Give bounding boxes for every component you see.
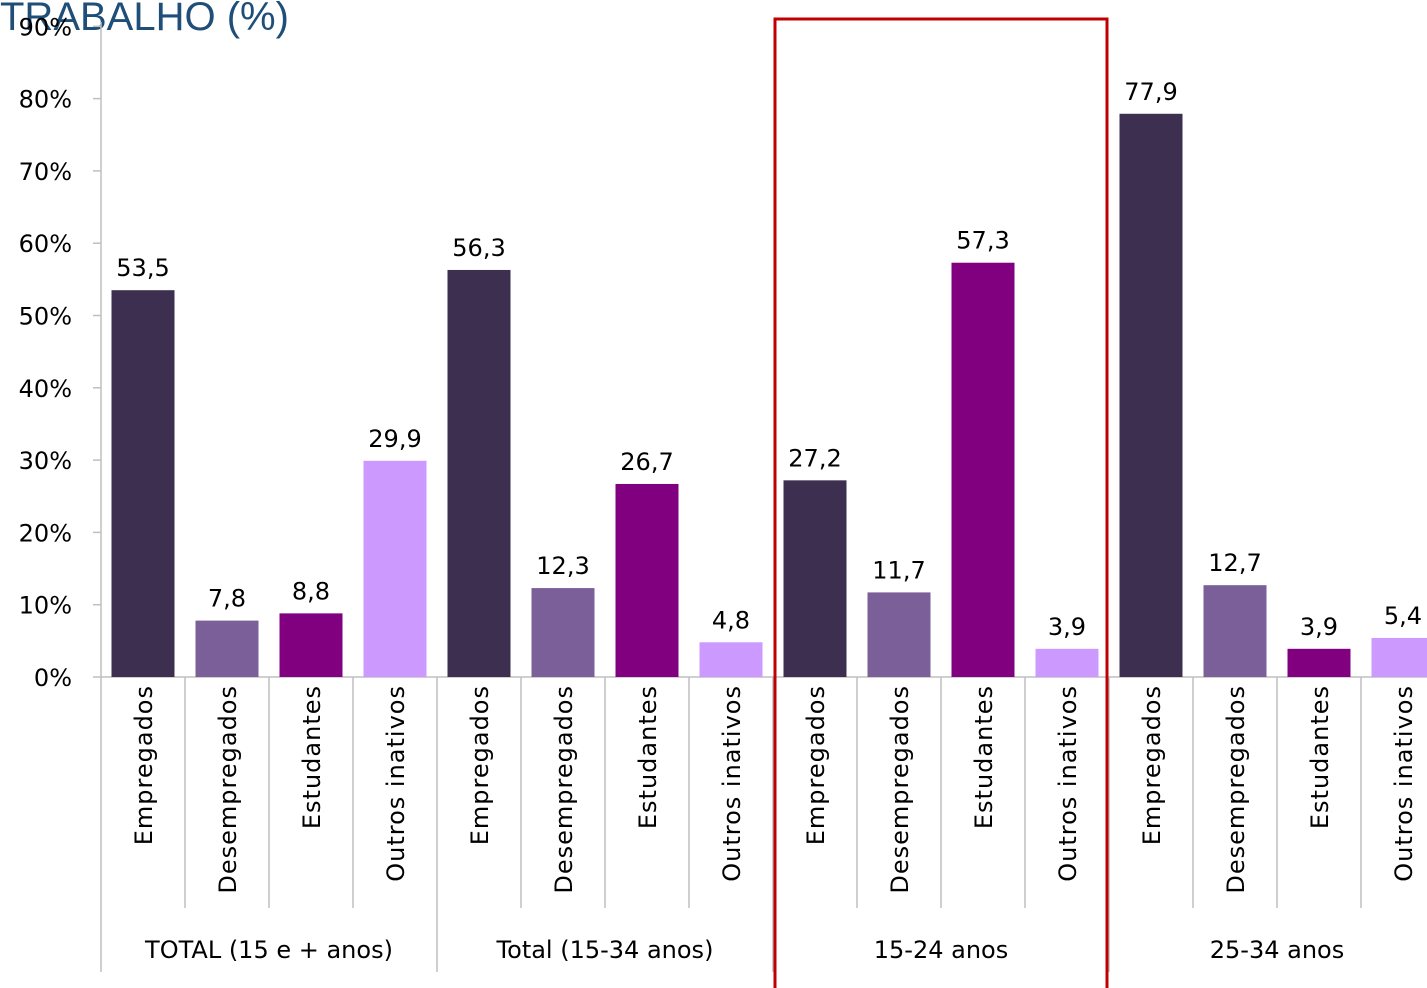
highlight-box bbox=[773, 17, 1109, 988]
data-label: 4,8 bbox=[712, 606, 750, 634]
chart-labels: 53,5 Empregados 7,8 Desempregados 8,8 Estudan… bbox=[116, 78, 1422, 964]
data-label: 27,2 bbox=[788, 444, 841, 472]
category-label: Estudantes bbox=[634, 685, 662, 829]
category-label: Empregados bbox=[1138, 685, 1166, 845]
y-tick-label: 80% bbox=[19, 86, 72, 114]
bar bbox=[279, 613, 343, 677]
category-label: Estudantes bbox=[298, 685, 326, 829]
data-label: 12,3 bbox=[536, 552, 589, 580]
bar bbox=[447, 269, 511, 677]
data-label: 77,9 bbox=[1124, 78, 1177, 106]
category-label: Outros inativos bbox=[382, 685, 410, 882]
bar bbox=[195, 620, 259, 677]
category-label: Desempregados bbox=[1222, 685, 1250, 894]
data-label: 29,9 bbox=[368, 425, 421, 453]
bar bbox=[615, 483, 679, 677]
group-label: Total (15-34 anos) bbox=[496, 936, 714, 964]
bar bbox=[699, 642, 763, 677]
y-tick-label: 70% bbox=[19, 158, 72, 186]
data-label: 56,3 bbox=[452, 234, 505, 262]
chart-bars bbox=[111, 113, 1427, 677]
category-label: Desempregados bbox=[214, 685, 242, 894]
category-label: Empregados bbox=[130, 685, 158, 845]
data-label: 3,9 bbox=[1048, 613, 1086, 641]
group-label: TOTAL (15 e + anos) bbox=[144, 936, 393, 964]
bar bbox=[1287, 648, 1351, 677]
category-label: Outros inativos bbox=[1054, 685, 1082, 882]
y-tick-label: 40% bbox=[19, 375, 72, 403]
y-tick-label: 0% bbox=[34, 664, 72, 692]
category-label: Estudantes bbox=[970, 685, 998, 829]
bar bbox=[531, 588, 595, 677]
category-label: Outros inativos bbox=[718, 685, 746, 882]
y-tick-label: 10% bbox=[19, 592, 72, 620]
category-label: Desempregados bbox=[886, 685, 914, 894]
data-label: 53,5 bbox=[116, 254, 169, 282]
category-label: Empregados bbox=[466, 685, 494, 845]
data-label: 26,7 bbox=[620, 448, 673, 476]
data-label: 11,7 bbox=[872, 556, 925, 584]
data-label: 7,8 bbox=[208, 585, 246, 613]
chart-title: TRABALHO (%) bbox=[0, 0, 289, 39]
bar bbox=[1371, 637, 1427, 677]
y-tick-label: 90% bbox=[19, 13, 72, 41]
category-label: Empregados bbox=[802, 685, 830, 845]
data-label: 3,9 bbox=[1300, 613, 1338, 641]
group-label: 15-24 anos bbox=[874, 936, 1008, 964]
data-label: 5,4 bbox=[1384, 602, 1422, 630]
data-label: 57,3 bbox=[956, 227, 1009, 255]
data-label: 12,7 bbox=[1208, 549, 1261, 577]
bar bbox=[867, 592, 931, 677]
category-label: Estudantes bbox=[1306, 685, 1334, 829]
bar bbox=[1203, 585, 1267, 677]
y-tick-label: 60% bbox=[19, 230, 72, 258]
bar bbox=[363, 460, 427, 677]
group-label: 25-34 anos bbox=[1210, 936, 1344, 964]
y-tick-label: 20% bbox=[19, 519, 72, 547]
bar bbox=[1119, 113, 1183, 677]
bar bbox=[951, 262, 1015, 677]
bar bbox=[111, 290, 175, 677]
data-label: 8,8 bbox=[292, 577, 330, 605]
category-label: Outros inativos bbox=[1390, 685, 1418, 882]
category-label: Desempregados bbox=[550, 685, 578, 894]
y-tick-label: 50% bbox=[19, 303, 72, 331]
y-tick-label: 30% bbox=[19, 447, 72, 475]
bar bbox=[1035, 648, 1099, 677]
bar bbox=[783, 480, 847, 677]
